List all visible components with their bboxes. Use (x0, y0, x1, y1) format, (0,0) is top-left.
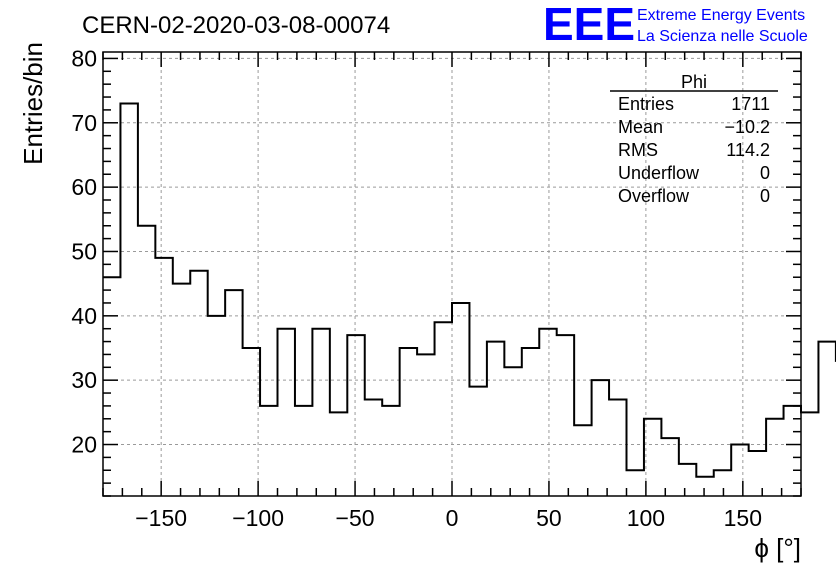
stats-row-value: 1711 (731, 94, 770, 114)
x-tick-label: 50 (536, 505, 562, 531)
stats-row-value: 0 (760, 186, 770, 206)
tick-labels: −150 −100 −50 0 50 100 150 20 30 40 50 60 70 80 (71, 45, 762, 531)
stats-rows: Entries 1711 Mean −10.2 RMS 114.2 Underflow 0 Ov… (618, 94, 770, 206)
stats-row-value: 0 (760, 163, 770, 183)
histogram-outline (103, 102, 836, 478)
stats-row-label: Overflow (618, 186, 690, 206)
x-tick-label: −150 (135, 505, 187, 531)
y-tick-label: 80 (71, 45, 97, 71)
x-tick-label: −50 (336, 505, 375, 531)
stats-row-label: Mean (618, 117, 663, 137)
stats-row-value: −10.2 (724, 117, 770, 137)
stats-row-label: Entries (618, 94, 674, 114)
x-tick-label: 100 (627, 505, 665, 531)
x-axis-label: ϕ [°] (754, 533, 801, 563)
chart-title: CERN-02-2020-03-08-00074 (82, 12, 390, 39)
x-tick-label: −100 (232, 505, 284, 531)
y-tick-label: 40 (71, 303, 97, 329)
y-axis-label: Entries/bin (18, 42, 48, 165)
y-tick-label: 60 (71, 174, 97, 200)
logo-line-1: Extreme Energy Events (637, 7, 805, 24)
y-tick-label: 70 (71, 110, 97, 136)
stats-row-label: Underflow (618, 163, 700, 183)
stats-row-value: 114.2 (726, 140, 770, 160)
x-tick-label: 0 (446, 505, 459, 531)
logo-line-2: La Scienza nelle Scuole (637, 28, 808, 45)
y-tick-label: 20 (71, 432, 97, 458)
y-tick-label: 50 (71, 238, 97, 264)
stats-title: Phi (681, 72, 707, 92)
axis-ticks (102, 52, 802, 497)
x-tick-label: 150 (724, 505, 762, 531)
y-tick-label: 30 (71, 367, 97, 393)
eee-logo-mark: EEE (543, 0, 635, 50)
logo: EEE Extreme Energy Events La Scienza nel… (543, 0, 808, 50)
stats-row-label: RMS (618, 140, 658, 160)
stats-box: Phi Entries 1711 Mean −10.2 RMS 114.2 Underflo… (610, 72, 778, 206)
